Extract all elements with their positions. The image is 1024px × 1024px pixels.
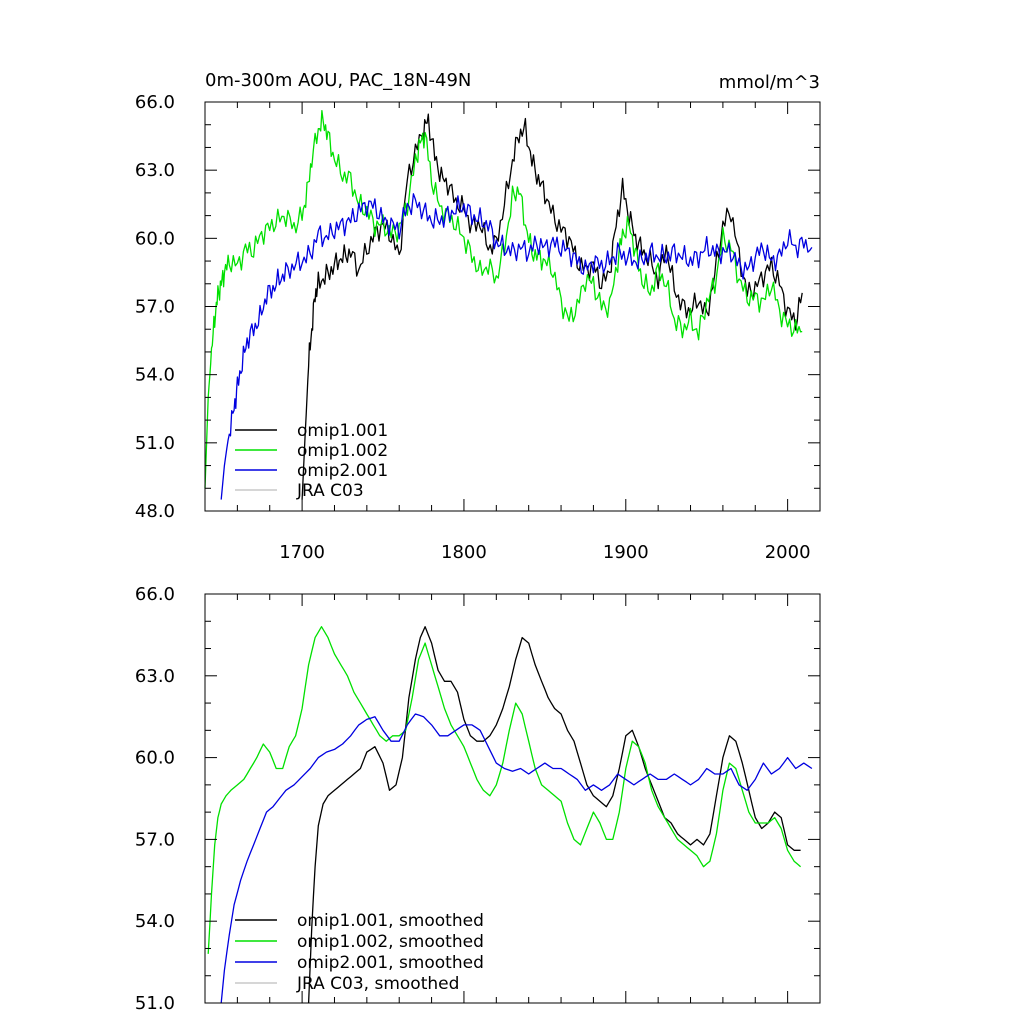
series-line-3 <box>220 193 813 500</box>
chart-title: 0m-300m AOU, PAC_18N-49N <box>205 70 471 91</box>
y-tick-label: 51.0 <box>135 993 175 1014</box>
y-tick-label: 48.0 <box>135 501 175 522</box>
legend-entry: omip1.002 <box>297 441 388 461</box>
y-tick-label: 63.0 <box>135 160 175 181</box>
series-line-1 <box>307 626 801 1004</box>
legend-entry: omip1.002, smoothed <box>297 932 484 952</box>
y-tick-label: 57.0 <box>135 297 175 318</box>
x-tick-label: 1800 <box>441 542 487 563</box>
y-tick-label: 66.0 <box>135 92 175 113</box>
bottom-series-group <box>207 626 813 1004</box>
y-tick-label: 51.0 <box>135 433 175 454</box>
legend-entry: omip2.001 <box>297 461 388 481</box>
y-tick-label: 60.0 <box>135 228 175 249</box>
series-line-2 <box>207 626 802 954</box>
legend-entry: JRA C03 <box>296 481 364 501</box>
series-line-2 <box>204 109 803 489</box>
y-tick-label: 66.0 <box>135 584 175 605</box>
top-axis-ticks: 48.0 51.0 54.0 57.0 60.0 63.0 66.0 1700 1800 1900… <box>135 92 821 563</box>
y-tick-label: 63.0 <box>135 666 175 687</box>
series-line-3 <box>220 713 813 1004</box>
units-label: mmol/m^3 <box>719 72 820 93</box>
legend-entry: omip1.001 <box>297 421 388 441</box>
legend-entry: omip2.001, smoothed <box>297 953 484 973</box>
x-tick-label: 1900 <box>603 542 649 563</box>
y-tick-label: 54.0 <box>135 365 175 386</box>
top-panel: 0m-300m AOU, PAC_18N-49N mmol/m^3 48.0 51… <box>135 70 821 563</box>
bottom-plot-frame <box>204 593 821 1004</box>
y-tick-label: 54.0 <box>135 911 175 932</box>
bottom-axis-ticks: 51.0 54.0 57.0 60.0 63.0 66.0 <box>135 584 821 1014</box>
bottom-panel: 51.0 54.0 57.0 60.0 63.0 66.0 omip1.001, smoo… <box>135 584 821 1014</box>
legend-entry: JRA C03, smoothed <box>296 974 459 994</box>
legend-entry: omip1.001, smoothed <box>297 911 484 931</box>
y-tick-label: 57.0 <box>135 829 175 850</box>
x-tick-label: 2000 <box>765 542 811 563</box>
top-series-group <box>204 109 813 500</box>
x-tick-label: 1700 <box>279 542 325 563</box>
y-tick-label: 60.0 <box>135 748 175 769</box>
